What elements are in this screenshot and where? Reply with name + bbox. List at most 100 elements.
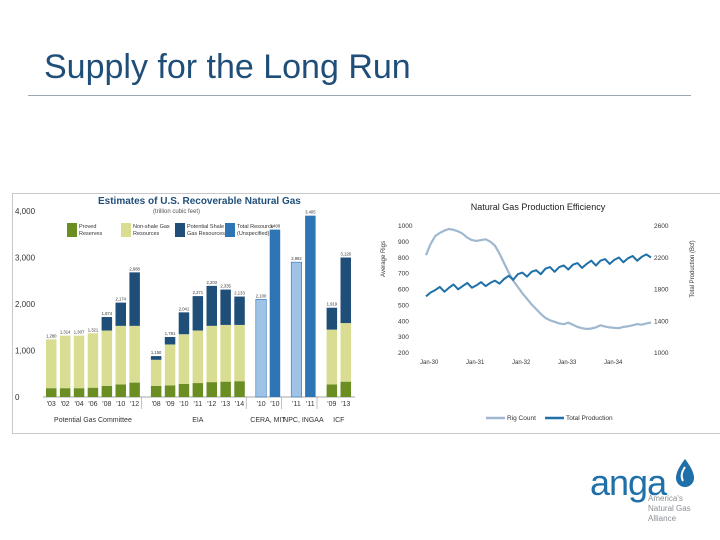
bar-segment <box>115 325 126 385</box>
legend-label: Total Resource <box>237 224 274 230</box>
x-tick-label: '12 <box>207 401 216 408</box>
logo-word: anga <box>590 462 667 503</box>
legend-swatch <box>175 223 185 237</box>
bar-segment <box>101 385 113 397</box>
bar-segment <box>46 339 57 389</box>
bar-segment <box>115 384 126 397</box>
chart-title: Estimates of U.S. Recoverable Natural Ga… <box>98 196 301 207</box>
rig-count-line <box>424 227 652 331</box>
legend-label: Potential Shale <box>187 224 224 230</box>
bar-value-label: 3,408 <box>270 224 281 229</box>
y-tick-label: 900 <box>398 239 409 246</box>
y2-tick-label: 2200 <box>654 255 669 262</box>
bar-segment <box>220 289 231 325</box>
y2-tick-label: 2600 <box>654 223 669 230</box>
bar-value-label: 2,992 <box>291 256 302 261</box>
bar-segment <box>255 299 267 398</box>
bar-segment <box>290 261 303 398</box>
slide-title: Supply for the Long Run <box>44 48 411 86</box>
x-tick-label: '12 <box>130 401 139 408</box>
bar-segment <box>340 323 351 382</box>
x-tick-label: '06 <box>88 401 97 408</box>
bar-value-label: 2,041 <box>179 306 190 311</box>
tagline-line-1: America's <box>648 494 683 503</box>
bar-segment <box>206 285 217 326</box>
bar-segment <box>101 330 113 386</box>
bar-segment <box>87 333 99 388</box>
y2-tick-label: 1400 <box>654 318 669 325</box>
flame-drop-icon <box>676 459 694 487</box>
y-tick-label: 400 <box>398 318 409 325</box>
x-tick-label: '10 <box>270 401 279 408</box>
bar-segment <box>326 384 338 397</box>
y-tick-label: 1,000 <box>15 347 36 356</box>
legend-swatch <box>225 223 235 237</box>
legend-label: Proved <box>79 224 96 230</box>
recoverable-gas-chart: 0 1,000 2,000 3,000 4,000 Estimates of U.S. R… <box>15 196 355 424</box>
bar-segment <box>220 324 231 382</box>
bar-segment <box>340 381 351 397</box>
y-tick-label: 0 <box>15 393 20 402</box>
bar-value-label: 2,133 <box>234 291 245 296</box>
y2-axis-title: Total Production (Bcf) <box>690 240 696 297</box>
bar-segment <box>192 383 204 397</box>
bar-segment <box>234 296 245 325</box>
bar-segment <box>178 334 190 384</box>
x-tick-label: '02 <box>61 401 70 408</box>
bar-value-label: 1,150 <box>151 350 162 355</box>
bar-segment <box>206 382 217 397</box>
y-axis-title: Average Rigs <box>381 241 387 277</box>
x-tick-label: Jan-34 <box>604 360 623 366</box>
bar-segment <box>150 356 162 360</box>
x-tick-label: '08 <box>102 401 111 408</box>
bar-segment <box>73 335 85 389</box>
bar-value-label: 1,307 <box>74 330 85 335</box>
x-tick-label: '10 <box>179 401 188 408</box>
legend-label: Gas Resources <box>187 231 225 237</box>
x-tick-label: '04 <box>74 401 83 408</box>
total-production-line <box>425 253 652 298</box>
x-tick-label: '03 <box>47 401 56 408</box>
y-tick-label: 300 <box>398 334 409 341</box>
bar-value-label: 1,919 <box>327 302 338 307</box>
legend-label: Total Production <box>566 415 613 422</box>
tagline-line-3: Alliance <box>648 514 677 523</box>
group-label: NPC, INGAA <box>283 417 324 424</box>
y-tick-label: 600 <box>398 287 409 294</box>
y-tick-label: 500 <box>398 302 409 309</box>
bar-segment <box>340 257 351 324</box>
bar-segment <box>150 359 162 386</box>
bar-value-label: 2,271 <box>193 290 204 295</box>
y2-tick-label: 1000 <box>654 350 669 357</box>
x-tick-label: Jan-30 <box>420 360 439 366</box>
bar-value-label: 3,126 <box>341 252 352 257</box>
bar-segment <box>178 312 190 335</box>
bar-segment <box>46 388 57 397</box>
y-tick-label: 4,000 <box>15 207 36 216</box>
bar-value-label: 2,335 <box>220 284 231 289</box>
tagline-line-2: Natural Gas <box>648 504 691 513</box>
x-tick-label: '09 <box>327 401 336 408</box>
group-label: Potential Gas Committee <box>54 417 132 424</box>
y2-tick-label: 1800 <box>654 287 669 294</box>
legend-label: Resources <box>133 231 160 237</box>
group-label: EIA <box>192 417 204 424</box>
production-efficiency-chart: Natural Gas Production Efficiency 200 300 4… <box>381 202 696 422</box>
chart-subtitle: (trillion cubic feet) <box>153 209 200 215</box>
x-tick-label: '11 <box>194 401 203 408</box>
bar-value-label: 1,781 <box>165 331 176 336</box>
x-tick-label: '10 <box>256 401 265 408</box>
y-tick-label: 200 <box>398 350 409 357</box>
bar-segment <box>59 388 71 397</box>
bar-segment <box>150 385 162 397</box>
y-tick-label: 3,000 <box>15 254 36 263</box>
x-tick-label: '11 <box>292 401 301 408</box>
x-tick-label: '08 <box>152 401 161 408</box>
logo-tagline: America's Natural Gas Alliance <box>648 494 691 524</box>
bar-segment <box>326 329 338 385</box>
chart-panel: 0 1,000 2,000 3,000 4,000 Estimates of U.S. R… <box>12 193 720 434</box>
bar-value-label: 2,100 <box>256 293 267 298</box>
bar-value-label: 2,688 <box>129 266 140 271</box>
bar-segment <box>129 272 140 326</box>
bar-segment <box>73 388 85 397</box>
